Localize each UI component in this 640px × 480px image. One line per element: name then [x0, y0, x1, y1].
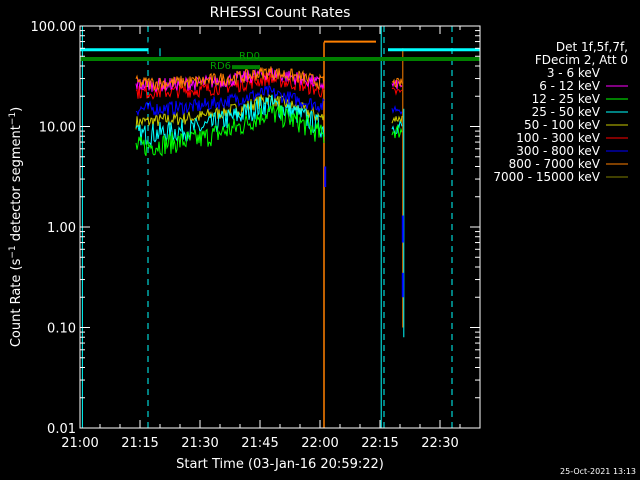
series-late-50-100kev: [391, 115, 403, 124]
legend-label-100-300kev: 100 - 300 keV: [516, 131, 600, 145]
legend-label-12-25kev: 12 - 25 keV: [532, 92, 601, 106]
series-late-100-300kev: [391, 87, 403, 96]
series-line-25-50kev: [135, 94, 325, 147]
series-late-300-800kev: [391, 105, 403, 115]
legend-label-3-6kev: 3 - 6 keV: [547, 66, 601, 80]
x-tick-label-2: 21:30: [181, 436, 218, 451]
series-late-25-50kev: [391, 120, 403, 135]
y-label-main: Count Rate (s: [9, 258, 24, 347]
plot-area: RD0 RD6: [80, 26, 480, 428]
series-line-3-6kev: [135, 34, 329, 47]
series-late-3-6kev: [391, 41, 403, 47]
legend-header-2: FDecim 2, Att 0: [535, 53, 628, 67]
x-tick-label-1: 21:15: [121, 436, 158, 451]
legend-label-25-50kev: 25 - 50 keV: [532, 105, 601, 119]
y-tick-label-2: 1.00: [47, 221, 76, 236]
x-tick-label-6: 22:30: [421, 436, 458, 451]
y-label-sup1: −1: [8, 245, 18, 258]
legend-label-300-800kev: 300 - 800 keV: [516, 144, 600, 158]
y-axis-label: Count Rate (s−1 detector segment−1): [8, 107, 24, 347]
y-label-end: ): [9, 107, 24, 112]
legend-label-6-12kev: 6 - 12 keV: [539, 79, 601, 93]
y-label-sup2: −1: [8, 112, 18, 125]
series-late-12-25kev: [391, 124, 403, 139]
series-line-12-25kev: [135, 105, 325, 157]
y-label-mid: detector segment: [9, 125, 24, 245]
legend-label-800-7000kev: 800 - 7000 keV: [509, 157, 601, 171]
series-line-300-800kev: [135, 84, 325, 117]
y-tick-label-3: 0.10: [47, 322, 76, 337]
label-rd0: RD0: [239, 51, 260, 62]
timestamp: 25-Oct-2021 13:13: [560, 467, 636, 476]
legend-label-7000-15000kev: 7000 - 15000 keV: [493, 170, 600, 184]
x-tick-label-5: 22:15: [361, 436, 398, 451]
x-tick-label-4: 22:00: [301, 436, 338, 451]
x-axis-label: Start Time (03-Jan-16 20:59:22): [176, 457, 384, 472]
x-tick-label-0: 21:00: [61, 436, 98, 451]
y-tick-label-4: 0.01: [47, 422, 76, 437]
legend-label-50-100kev: 50 - 100 keV: [524, 118, 601, 132]
series-line-100-300kev: [135, 72, 325, 100]
axis-ticks: 21:00 21:15 21:30 21:45 22:00 22:15 22:30 100.0…: [31, 20, 480, 451]
y-tick-label-1: 10.00: [39, 121, 76, 136]
series-late-800-7000kev: [391, 77, 403, 88]
legend-header-1: Det 1f,5f,7f,: [556, 40, 628, 54]
y-tick-label-0: 100.00: [31, 20, 77, 35]
label-rd6: RD6: [210, 61, 231, 72]
x-tick-label-3: 21:45: [241, 436, 278, 451]
chart-title: RHESSI Count Rates: [210, 5, 351, 21]
legend: Det 1f,5f,7f, FDecim 2, Att 0 3 - 6 keV6…: [493, 40, 628, 184]
series-line-800-7000kev: [135, 66, 325, 92]
